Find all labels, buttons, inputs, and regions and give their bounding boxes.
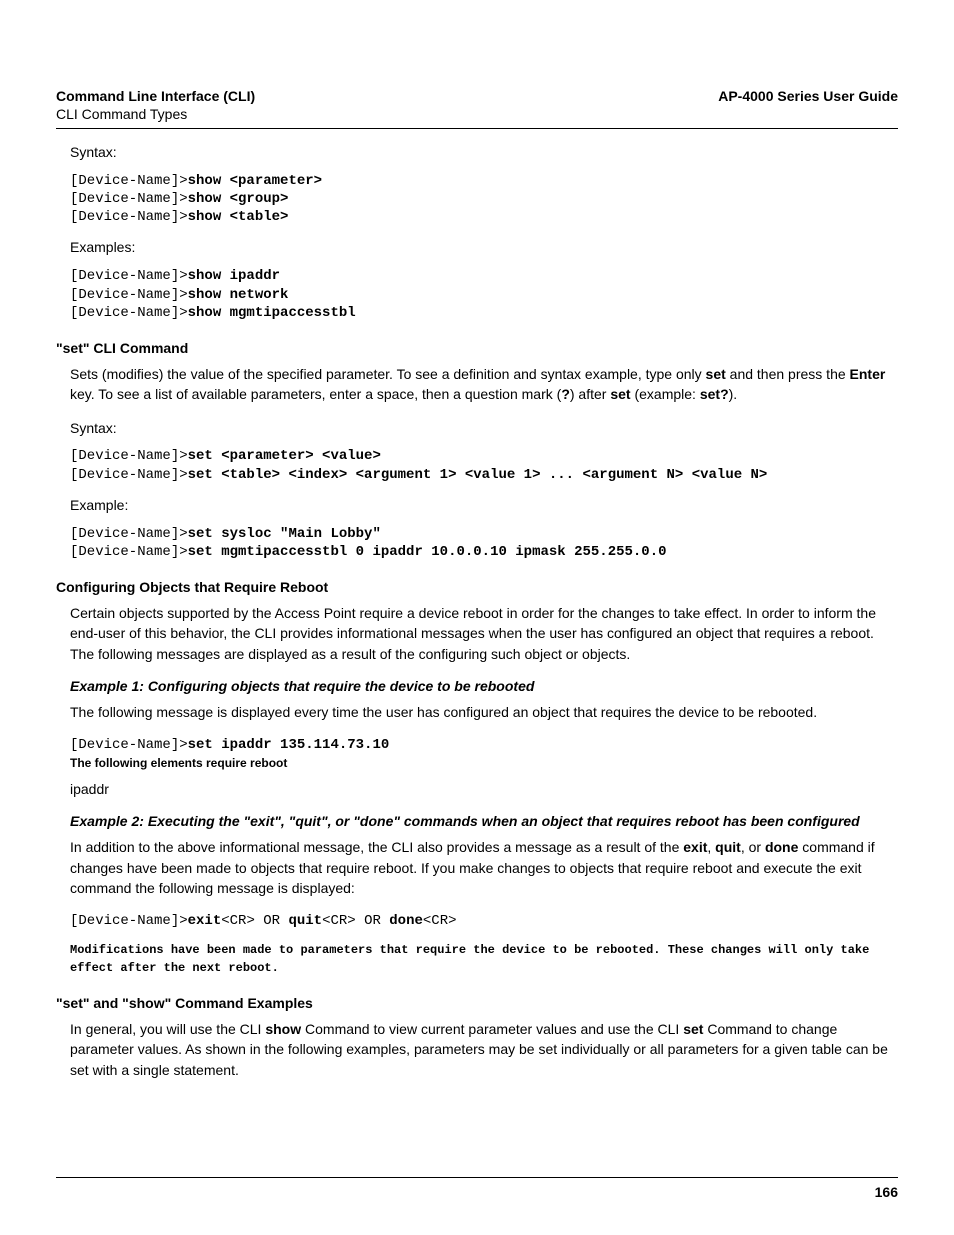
syntax-label: Syntax:	[70, 143, 898, 162]
example2-body: In addition to the above informational m…	[70, 837, 898, 898]
header-right-title: AP-4000 Series User Guide	[718, 88, 898, 104]
example2-heading: Example 2: Executing the "exit", "quit",…	[70, 813, 898, 829]
page-footer: 166	[56, 1177, 898, 1200]
page: Command Line Interface (CLI) AP-4000 Ser…	[0, 0, 954, 1235]
setshow-heading: "set" and "show" Command Examples	[56, 995, 898, 1011]
header-subtitle: CLI Command Types	[56, 106, 898, 122]
set-example-block: [Device-Name]>set sysloc "Main Lobby" [D…	[70, 525, 898, 561]
setshow-body: In general, you will use the CLI show Co…	[70, 1019, 898, 1080]
set-syntax-block: [Device-Name]>set <parameter> <value> [D…	[70, 447, 898, 483]
page-number: 166	[56, 1184, 898, 1200]
example1-cmd: [Device-Name]>set ipaddr 135.114.73.10	[70, 736, 898, 754]
example1-body: The following message is displayed every…	[70, 702, 898, 722]
example2-cmd: [Device-Name]>exit<CR> OR quit<CR> OR do…	[70, 912, 898, 930]
example2-note: Modifications have been made to paramete…	[70, 942, 898, 977]
set-example-label: Example:	[70, 496, 898, 515]
footer-rule	[56, 1177, 898, 1178]
header-rule	[56, 128, 898, 129]
header-left-title: Command Line Interface (CLI)	[56, 88, 255, 104]
content: Syntax: [Device-Name]>show <parameter> […	[56, 143, 898, 1080]
reboot-body: Certain objects supported by the Access …	[70, 603, 898, 664]
show-examples-block: [Device-Name]>show ipaddr [Device-Name]>…	[70, 267, 898, 322]
show-syntax-block: [Device-Name]>show <parameter> [Device-N…	[70, 172, 898, 227]
set-command-body: Sets (modifies) the value of the specifi…	[70, 364, 898, 405]
page-header: Command Line Interface (CLI) AP-4000 Ser…	[56, 88, 898, 104]
set-command-heading: "set" CLI Command	[56, 340, 898, 356]
reboot-heading: Configuring Objects that Require Reboot	[56, 579, 898, 595]
example1-result: ipaddr	[70, 780, 898, 799]
example1-heading: Example 1: Configuring objects that requ…	[70, 678, 898, 694]
example1-note: The following elements require reboot	[70, 756, 898, 770]
examples-label: Examples:	[70, 238, 898, 257]
set-syntax-label: Syntax:	[70, 419, 898, 438]
